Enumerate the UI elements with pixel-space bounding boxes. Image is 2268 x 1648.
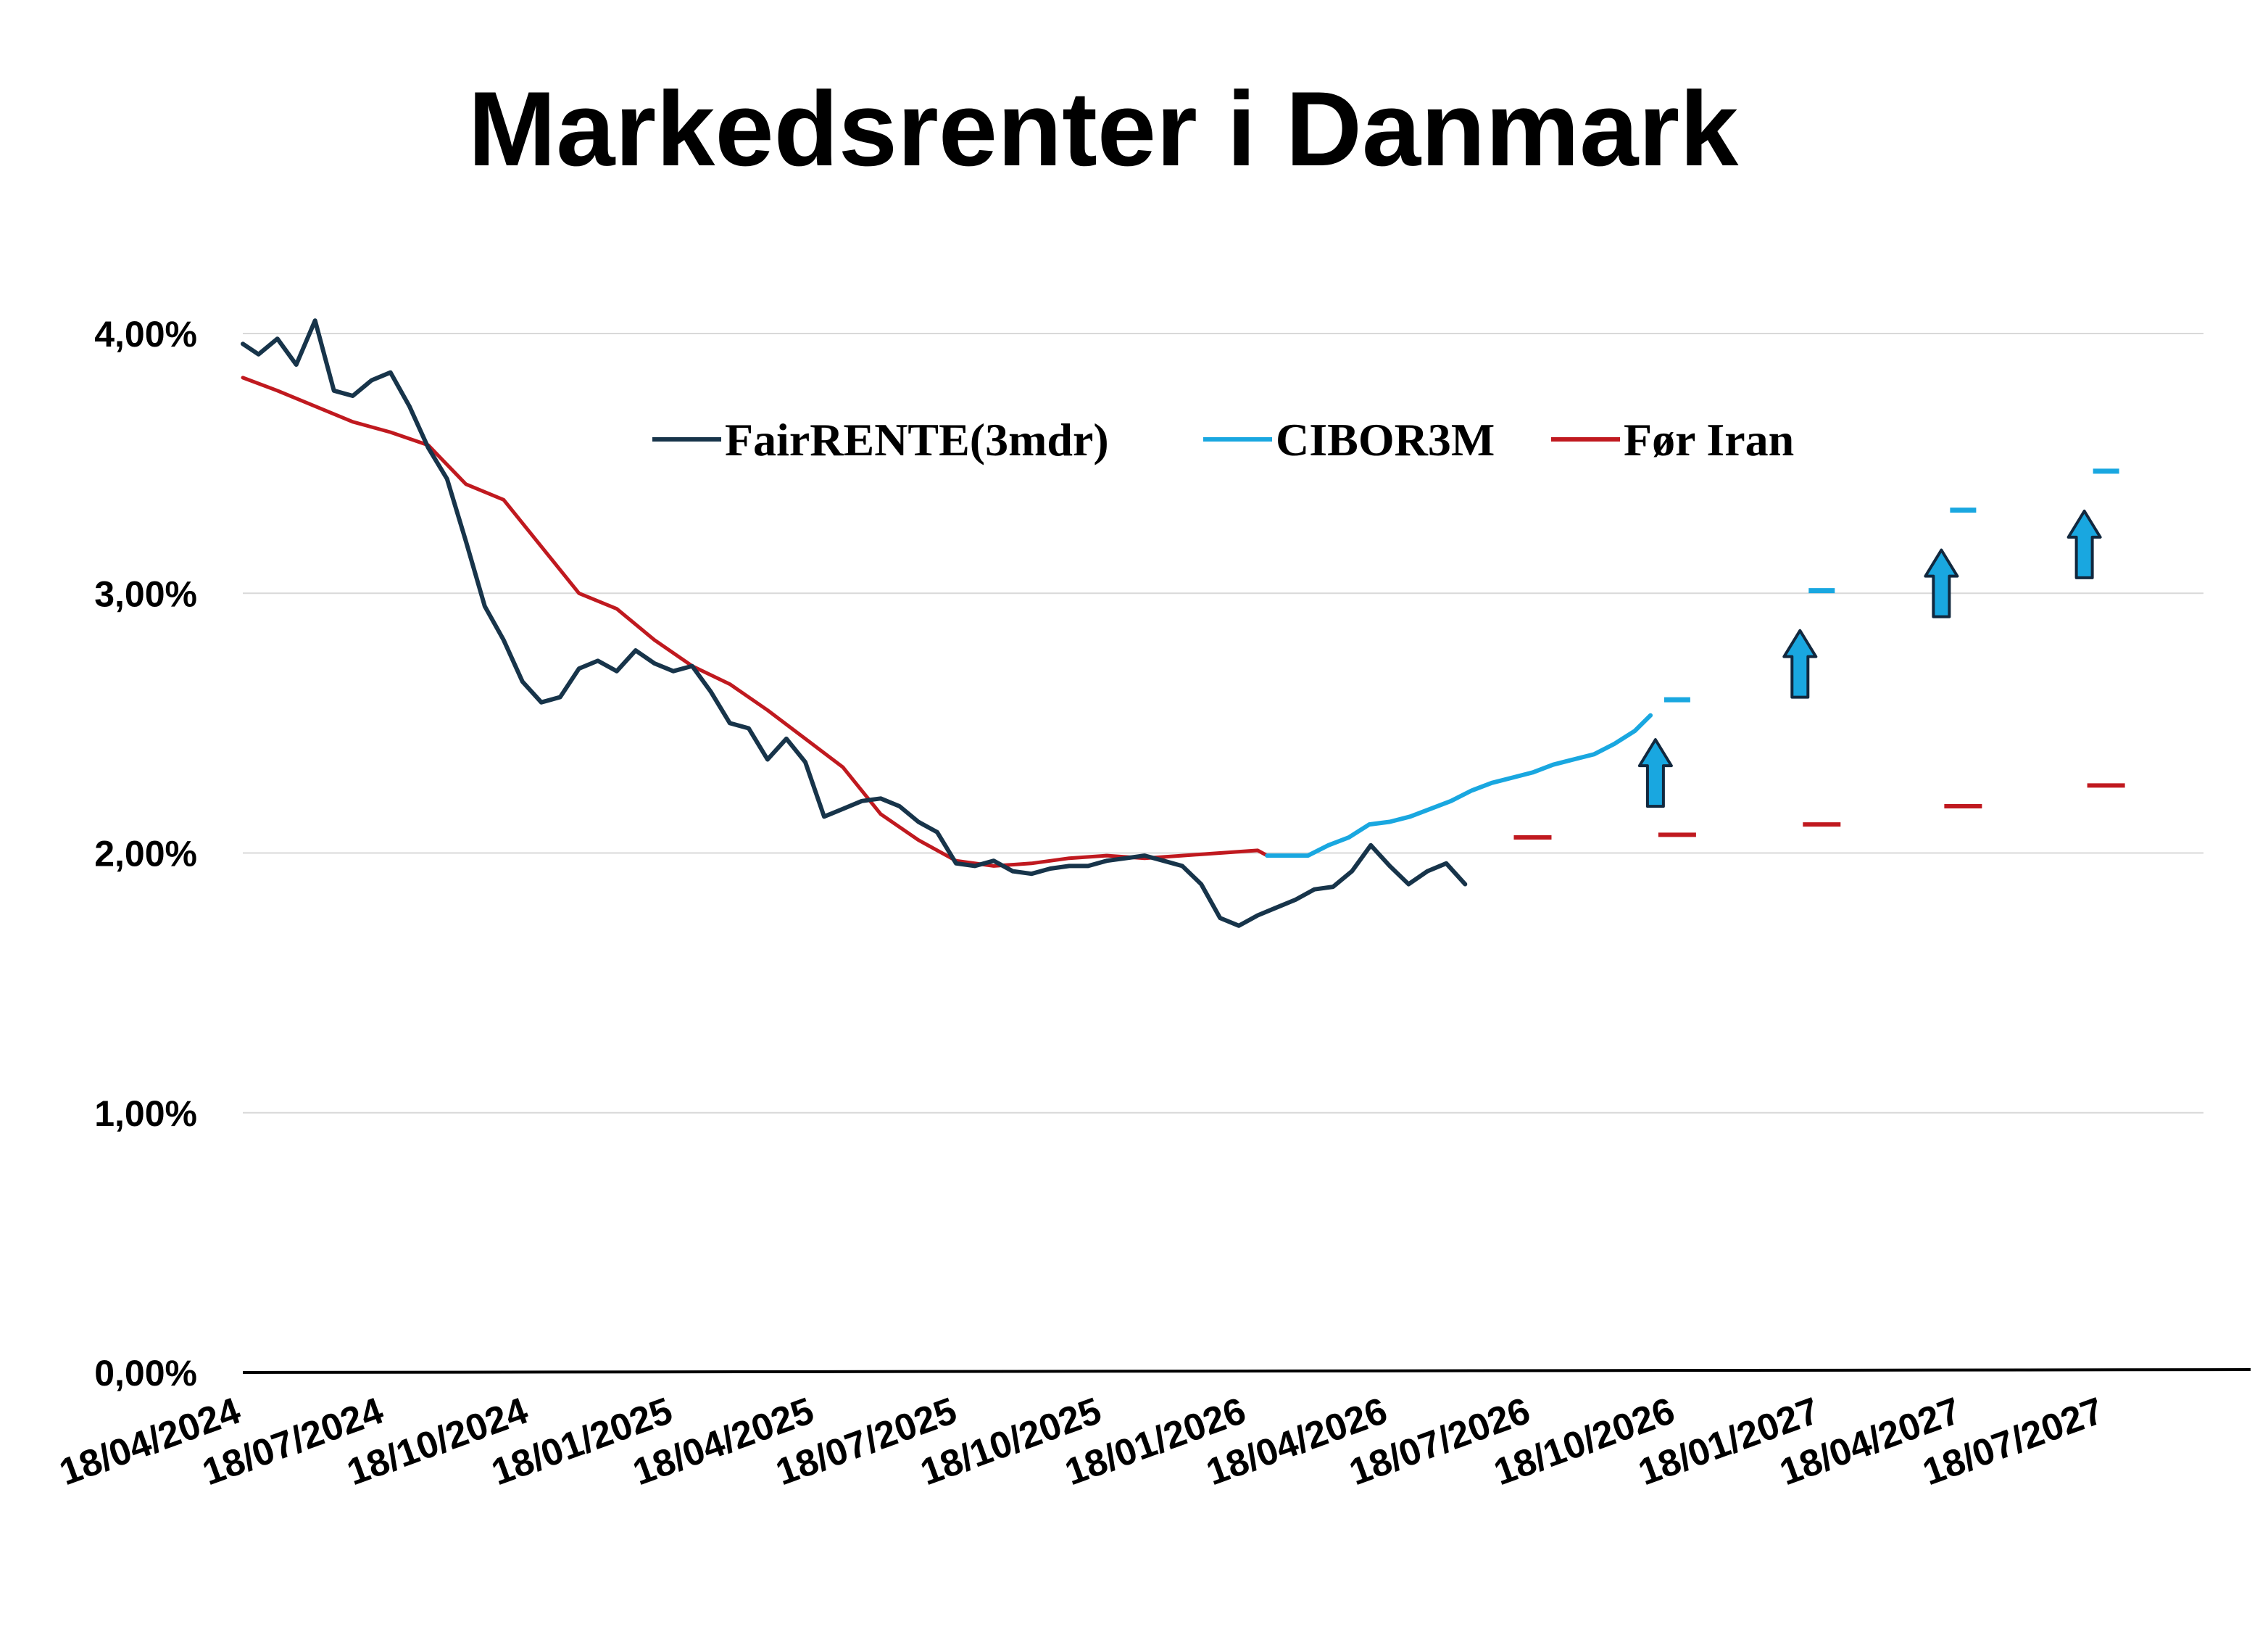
chart-title: Markedsrenter i Danmark	[468, 70, 1740, 188]
series-line-cibor	[1265, 713, 1653, 858]
up-arrow-icon-2	[1782, 629, 1818, 699]
y-axis-tick-labels: 0,00% 1,00% 2,00% 3,00% 4,00%	[94, 314, 197, 1394]
series-line-foer-iran	[241, 376, 1269, 868]
legend: FairRENTE(3mdr) CIBOR3M Før Iran	[652, 414, 1794, 465]
forecast-markers	[1513, 468, 2125, 840]
up-arrow-icon-4	[2066, 509, 2102, 579]
y-tick-label-1: 1,00%	[94, 1093, 197, 1134]
y-tick-label-4: 4,00%	[94, 314, 197, 355]
y-tick-label-3: 3,00%	[94, 574, 197, 614]
legend-label-foer-iran: Før Iran	[1624, 414, 1794, 465]
x-axis-tick-labels: 18/04/202418/07/202418/10/202418/01/2025…	[54, 1390, 2109, 1494]
x-axis-line	[242, 1368, 2251, 1374]
legend-label-cibor: CIBOR3M	[1276, 414, 1495, 465]
up-arrow-icon-3	[1924, 548, 1959, 618]
series-lines	[241, 318, 1653, 928]
legend-label-fairrente: FairRENTE(3mdr)	[725, 414, 1109, 465]
y-tick-label-2: 2,00%	[94, 834, 197, 874]
gridlines	[243, 333, 2203, 1114]
y-tick-label-0: 0,00%	[94, 1353, 197, 1394]
up-arrow-icon-1	[1637, 738, 1673, 808]
series-line-fairrente	[241, 318, 1468, 928]
